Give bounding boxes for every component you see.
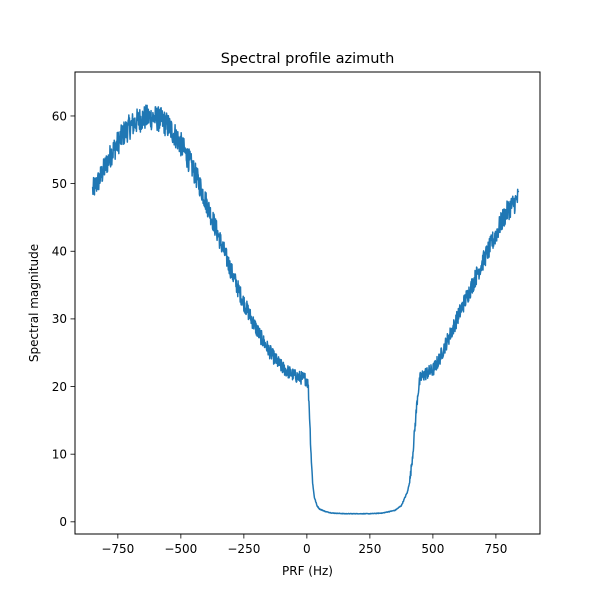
series-line [91, 104, 520, 515]
x-tick-label: 750 [484, 542, 507, 556]
x-tick-label: −500 [164, 542, 197, 556]
x-tick-label: 250 [358, 542, 381, 556]
plot-area [91, 104, 520, 515]
x-tick-label: 500 [421, 542, 444, 556]
x-axis-label: PRF (Hz) [282, 564, 333, 578]
x-tick-label: −750 [101, 542, 134, 556]
y-tick-label: 40 [52, 245, 67, 259]
y-tick-label: 50 [52, 177, 67, 191]
y-tick-label: 20 [52, 380, 67, 394]
y-axis-label: Spectral magnitude [27, 244, 41, 362]
axes-frame [74, 71, 541, 535]
x-tick-label: 0 [303, 542, 311, 556]
y-tick-label: 0 [59, 515, 67, 529]
y-tick-label: 30 [52, 312, 67, 326]
x-tick-label: −250 [227, 542, 260, 556]
y-tick-label: 10 [52, 447, 67, 461]
chart-title: Spectral profile azimuth [221, 51, 395, 67]
x-axis: −750 −500 −250 0 250 500 750 [101, 534, 507, 556]
y-axis: 0 10 20 30 40 50 60 [52, 109, 75, 529]
y-tick-label: 60 [52, 109, 67, 123]
